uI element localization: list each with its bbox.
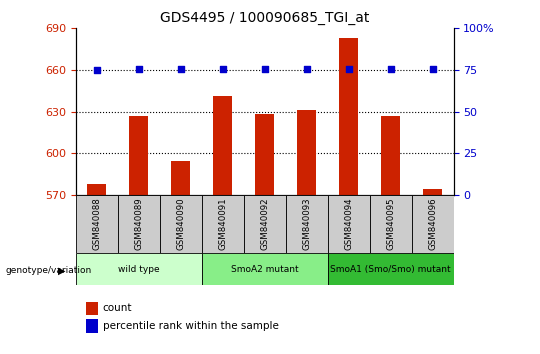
Text: genotype/variation: genotype/variation (5, 266, 92, 275)
Text: GSM840092: GSM840092 (260, 198, 269, 250)
Text: GSM840090: GSM840090 (176, 198, 185, 250)
Text: SmoA1 (Smo/Smo) mutant: SmoA1 (Smo/Smo) mutant (330, 264, 451, 274)
Bar (328, 253, 454, 285)
Bar (411, 195, 454, 253)
Text: wild type: wild type (118, 264, 159, 274)
Bar (339, 38, 358, 354)
Bar (369, 195, 411, 253)
Title: GDS4495 / 100090685_TGI_at: GDS4495 / 100090685_TGI_at (160, 11, 369, 24)
Point (386, 66, 395, 72)
Text: GSM840091: GSM840091 (218, 198, 227, 250)
Text: GSM840089: GSM840089 (134, 198, 143, 250)
Text: GSM840093: GSM840093 (302, 198, 311, 250)
Bar (129, 116, 148, 354)
Bar (160, 195, 201, 253)
Text: GSM840096: GSM840096 (428, 198, 437, 250)
Bar (328, 195, 369, 253)
Bar (87, 184, 106, 354)
Bar (171, 161, 190, 354)
Text: ▶: ▶ (58, 266, 66, 276)
Text: percentile rank within the sample: percentile rank within the sample (103, 321, 279, 331)
Bar (76, 195, 118, 253)
Text: count: count (103, 303, 132, 313)
Bar (118, 195, 160, 253)
Point (302, 66, 311, 72)
Bar (381, 116, 400, 354)
Point (176, 66, 185, 72)
Point (345, 66, 353, 72)
Bar (76, 253, 201, 285)
Text: SmoA2 mutant: SmoA2 mutant (231, 264, 299, 274)
Bar (297, 110, 316, 354)
Bar (286, 195, 328, 253)
Point (92, 67, 101, 73)
Bar (255, 114, 274, 354)
Point (134, 66, 143, 72)
Bar (201, 195, 244, 253)
Text: GSM840094: GSM840094 (344, 198, 353, 250)
Point (218, 66, 227, 72)
Bar (201, 253, 328, 285)
Text: GSM840088: GSM840088 (92, 198, 101, 250)
Point (260, 66, 269, 72)
Point (428, 66, 437, 72)
Bar (423, 189, 442, 354)
Bar (213, 96, 232, 354)
Text: GSM840095: GSM840095 (386, 198, 395, 250)
Bar (244, 195, 286, 253)
